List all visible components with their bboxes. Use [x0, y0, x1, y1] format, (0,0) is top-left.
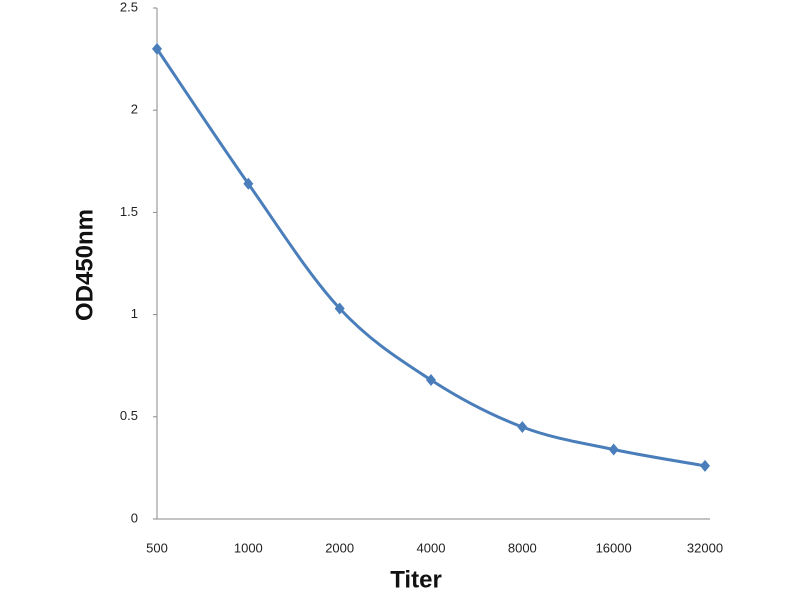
data-point: [334, 302, 345, 315]
x-tick-label: 1000: [234, 540, 263, 555]
data-point: [426, 374, 436, 387]
y-tick-label: 1: [131, 306, 138, 321]
data-point: [700, 459, 710, 472]
y-tick-label: 2: [131, 102, 138, 117]
data-point: [608, 443, 619, 456]
y-tick-label: 0.5: [120, 408, 138, 423]
x-tick-label: 32000: [687, 540, 723, 555]
y-axis-label: OD450nm: [71, 209, 98, 321]
x-tick-label: 4000: [417, 540, 446, 555]
x-axis-label: Titer: [390, 566, 442, 593]
data-point: [517, 421, 528, 434]
series-line: [155, 48, 706, 468]
x-tick-label: 8000: [508, 540, 537, 555]
y-tick-label: 2.5: [120, 0, 138, 14]
data-point: [152, 42, 162, 55]
y-tick-label: 0: [131, 510, 138, 525]
x-tick-label: 500: [146, 540, 168, 555]
y-tick-label: 1.5: [120, 204, 138, 219]
x-tick-label: 2000: [325, 540, 354, 555]
data-point: [243, 177, 254, 190]
x-tick-label: 16000: [596, 540, 632, 555]
